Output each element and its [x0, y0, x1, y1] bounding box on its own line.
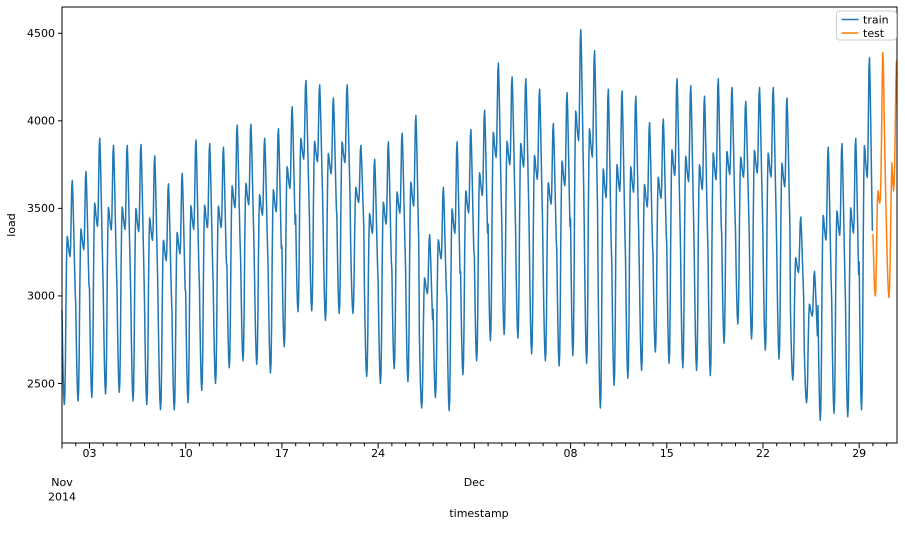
legend-train-label: train	[863, 14, 889, 27]
x-month-label: Nov	[51, 476, 73, 489]
legend-test-label: test	[863, 27, 885, 40]
y-axis-label: load	[5, 213, 18, 237]
x-axis-ticks: 03 10 17 24 08 15 22 29 Nov 2014 Dec	[48, 443, 888, 504]
x-axis-label: timestamp	[449, 507, 508, 520]
train-series-line	[61, 29, 874, 421]
x-tick-label: 03	[82, 447, 96, 460]
y-tick-label: 4000	[27, 115, 55, 128]
y-tick-label: 3000	[27, 290, 55, 303]
x-tick-label: 24	[371, 447, 385, 460]
x-tick-label: 08	[564, 447, 578, 460]
y-tick-label: 2500	[27, 377, 55, 390]
x-month-label: Dec	[464, 476, 485, 489]
test-series-line	[872, 51, 898, 299]
x-tick-label: 17	[275, 447, 289, 460]
y-tick-label: 3500	[27, 202, 55, 215]
x-month-label: 2014	[48, 491, 76, 504]
x-tick-label: 15	[660, 447, 674, 460]
y-tick-label: 4500	[27, 27, 55, 40]
x-tick-label: 29	[852, 447, 866, 460]
plot-series	[61, 29, 898, 421]
x-tick-label: 22	[756, 447, 770, 460]
legend: train test	[836, 10, 897, 41]
y-axis-ticks: 2500 3000 3500 4000 4500	[27, 27, 62, 390]
x-tick-label: 10	[179, 447, 193, 460]
axes-frame	[61, 6, 898, 444]
